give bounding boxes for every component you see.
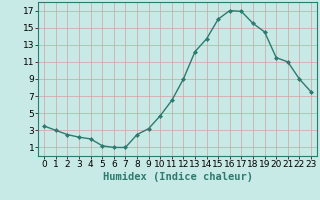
X-axis label: Humidex (Indice chaleur): Humidex (Indice chaleur) [103, 172, 252, 182]
